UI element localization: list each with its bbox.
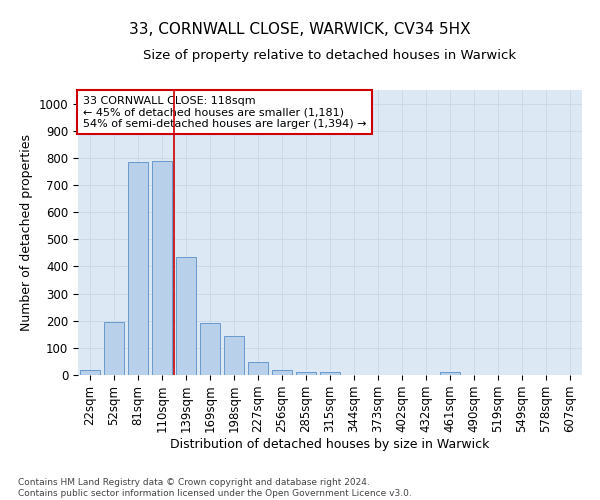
Bar bbox=[440, 372, 460, 375]
Text: Contains HM Land Registry data © Crown copyright and database right 2024.
Contai: Contains HM Land Registry data © Crown c… bbox=[18, 478, 412, 498]
X-axis label: Distribution of detached houses by size in Warwick: Distribution of detached houses by size … bbox=[170, 438, 490, 451]
Bar bbox=[224, 336, 244, 375]
Bar bbox=[320, 372, 340, 375]
Bar bbox=[296, 372, 316, 375]
Bar bbox=[272, 370, 292, 375]
Title: Size of property relative to detached houses in Warwick: Size of property relative to detached ho… bbox=[143, 50, 517, 62]
Bar bbox=[176, 257, 196, 375]
Bar bbox=[200, 323, 220, 375]
Text: 33, CORNWALL CLOSE, WARWICK, CV34 5HX: 33, CORNWALL CLOSE, WARWICK, CV34 5HX bbox=[129, 22, 471, 38]
Bar bbox=[128, 162, 148, 375]
Bar bbox=[152, 162, 172, 375]
Bar bbox=[80, 370, 100, 375]
Y-axis label: Number of detached properties: Number of detached properties bbox=[20, 134, 33, 331]
Text: 33 CORNWALL CLOSE: 118sqm
← 45% of detached houses are smaller (1,181)
54% of se: 33 CORNWALL CLOSE: 118sqm ← 45% of detac… bbox=[83, 96, 367, 129]
Bar bbox=[104, 322, 124, 375]
Bar bbox=[248, 362, 268, 375]
